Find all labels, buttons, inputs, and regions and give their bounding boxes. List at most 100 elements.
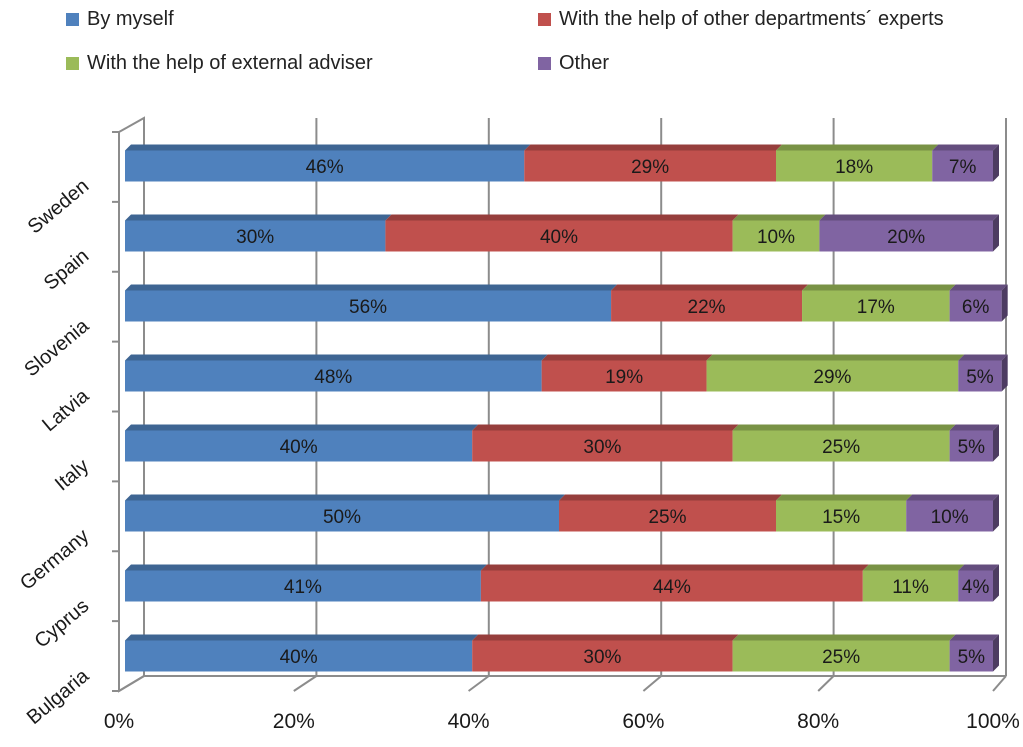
bar-segment bbox=[125, 360, 542, 392]
category-label: Cyprus bbox=[31, 595, 94, 653]
bar-top-face bbox=[125, 494, 565, 501]
x-tick-label: 100% bbox=[966, 710, 1020, 733]
bar-segment bbox=[906, 500, 993, 532]
data-label: 30% bbox=[583, 437, 621, 458]
data-label: 29% bbox=[813, 367, 851, 388]
bar-segment bbox=[125, 500, 559, 532]
bar-segment bbox=[472, 640, 733, 672]
floor-gridline bbox=[992, 675, 1007, 692]
bar-side-face bbox=[993, 144, 999, 182]
bar-top-face bbox=[472, 634, 739, 641]
legend-swatch-other bbox=[538, 57, 551, 70]
bar-segment bbox=[125, 290, 612, 322]
data-label: 11% bbox=[892, 577, 929, 598]
bar-top-face bbox=[958, 354, 1008, 361]
bar-top-face bbox=[732, 634, 956, 641]
data-label: 15% bbox=[822, 507, 860, 528]
left-wall bbox=[118, 116, 145, 693]
data-label: 5% bbox=[958, 647, 986, 668]
bar-segment bbox=[125, 220, 386, 252]
bar-side-face bbox=[993, 634, 999, 672]
bar-top-face bbox=[611, 284, 809, 291]
x-tick-label: 40% bbox=[448, 710, 490, 733]
bar-segment bbox=[862, 570, 959, 602]
data-label: 44% bbox=[653, 577, 691, 598]
data-label: 30% bbox=[236, 227, 274, 248]
data-label: 50% bbox=[323, 507, 361, 528]
bar-top-face bbox=[932, 144, 999, 151]
bar-top-face bbox=[559, 494, 782, 501]
floor-gridline bbox=[642, 675, 662, 692]
legend-label: By myself bbox=[87, 8, 174, 30]
bar-side-face bbox=[993, 564, 999, 602]
legend-swatch-external-adviser bbox=[66, 57, 79, 70]
legend-swatch-by-myself bbox=[66, 13, 79, 26]
data-label: 17% bbox=[857, 297, 895, 318]
bar-segment bbox=[776, 500, 907, 532]
data-label: 40% bbox=[540, 227, 578, 248]
x-tick-label: 80% bbox=[797, 710, 839, 733]
data-label: 25% bbox=[822, 647, 860, 668]
bar-top-face bbox=[125, 634, 479, 641]
bar-side-face bbox=[993, 494, 999, 532]
legend-swatch-other-departments bbox=[538, 13, 551, 26]
category-label: Bulgaria bbox=[23, 664, 94, 729]
data-label: 19% bbox=[605, 367, 643, 388]
bar-top-face bbox=[776, 494, 913, 501]
data-label: 4% bbox=[962, 577, 990, 598]
data-label: 7% bbox=[949, 157, 977, 178]
data-label: 46% bbox=[306, 157, 344, 178]
bar-side-face bbox=[993, 214, 999, 252]
bar-top-face bbox=[472, 424, 739, 431]
category-label: Slovenia bbox=[20, 314, 94, 381]
legend-label: With the help of external adviser bbox=[87, 52, 373, 74]
data-label: 6% bbox=[962, 297, 990, 318]
data-label: 41% bbox=[284, 577, 322, 598]
data-label: 22% bbox=[688, 297, 726, 318]
category-label: Sweden bbox=[24, 175, 94, 238]
bar-segment bbox=[541, 360, 707, 392]
bar-top-face bbox=[125, 564, 487, 571]
data-label: 30% bbox=[583, 647, 621, 668]
bar-side-face bbox=[1001, 284, 1008, 322]
data-label: 48% bbox=[314, 367, 352, 388]
legend-item-other-departments: With the help of other departments´ expe… bbox=[538, 8, 944, 31]
bar-segment bbox=[125, 150, 525, 182]
data-label: 5% bbox=[958, 437, 986, 458]
bar-top-face bbox=[524, 144, 782, 151]
bar-segment bbox=[932, 150, 993, 182]
bar-top-face bbox=[776, 144, 939, 151]
category-label: Germany bbox=[16, 525, 93, 595]
bar-segment bbox=[949, 430, 993, 462]
bar-segment bbox=[776, 150, 933, 182]
data-label: 40% bbox=[280, 647, 318, 668]
bar-segment bbox=[125, 570, 481, 602]
floor-gridline bbox=[468, 675, 490, 692]
data-label: 29% bbox=[631, 157, 669, 178]
data-label: 18% bbox=[835, 157, 873, 178]
bar-top-face bbox=[732, 424, 956, 431]
bar-top-face bbox=[125, 144, 531, 151]
bar-top-face bbox=[125, 354, 548, 361]
bar-segment bbox=[524, 150, 776, 182]
bar-segment bbox=[732, 430, 950, 462]
bar-top-face bbox=[480, 564, 869, 571]
bar-segment bbox=[949, 290, 1002, 322]
bar-top-face bbox=[862, 564, 965, 571]
category-label: Latvia bbox=[38, 384, 94, 436]
bar-segment bbox=[949, 640, 993, 672]
bar-top-face bbox=[949, 634, 999, 641]
chart-legend: By myself With the help of other departm… bbox=[0, 0, 1023, 90]
floor-gridline bbox=[817, 675, 835, 692]
bar-side-face bbox=[993, 424, 999, 462]
bar-top-face bbox=[125, 284, 618, 291]
bar-segment bbox=[125, 640, 473, 672]
legend-item-by-myself: By myself bbox=[66, 8, 174, 31]
floor-gridline bbox=[293, 675, 317, 692]
data-label: 56% bbox=[349, 297, 387, 318]
bar-segment bbox=[480, 570, 863, 602]
bar-segment bbox=[958, 570, 993, 602]
bar-top-face bbox=[125, 214, 392, 221]
bar-top-face bbox=[906, 494, 999, 501]
